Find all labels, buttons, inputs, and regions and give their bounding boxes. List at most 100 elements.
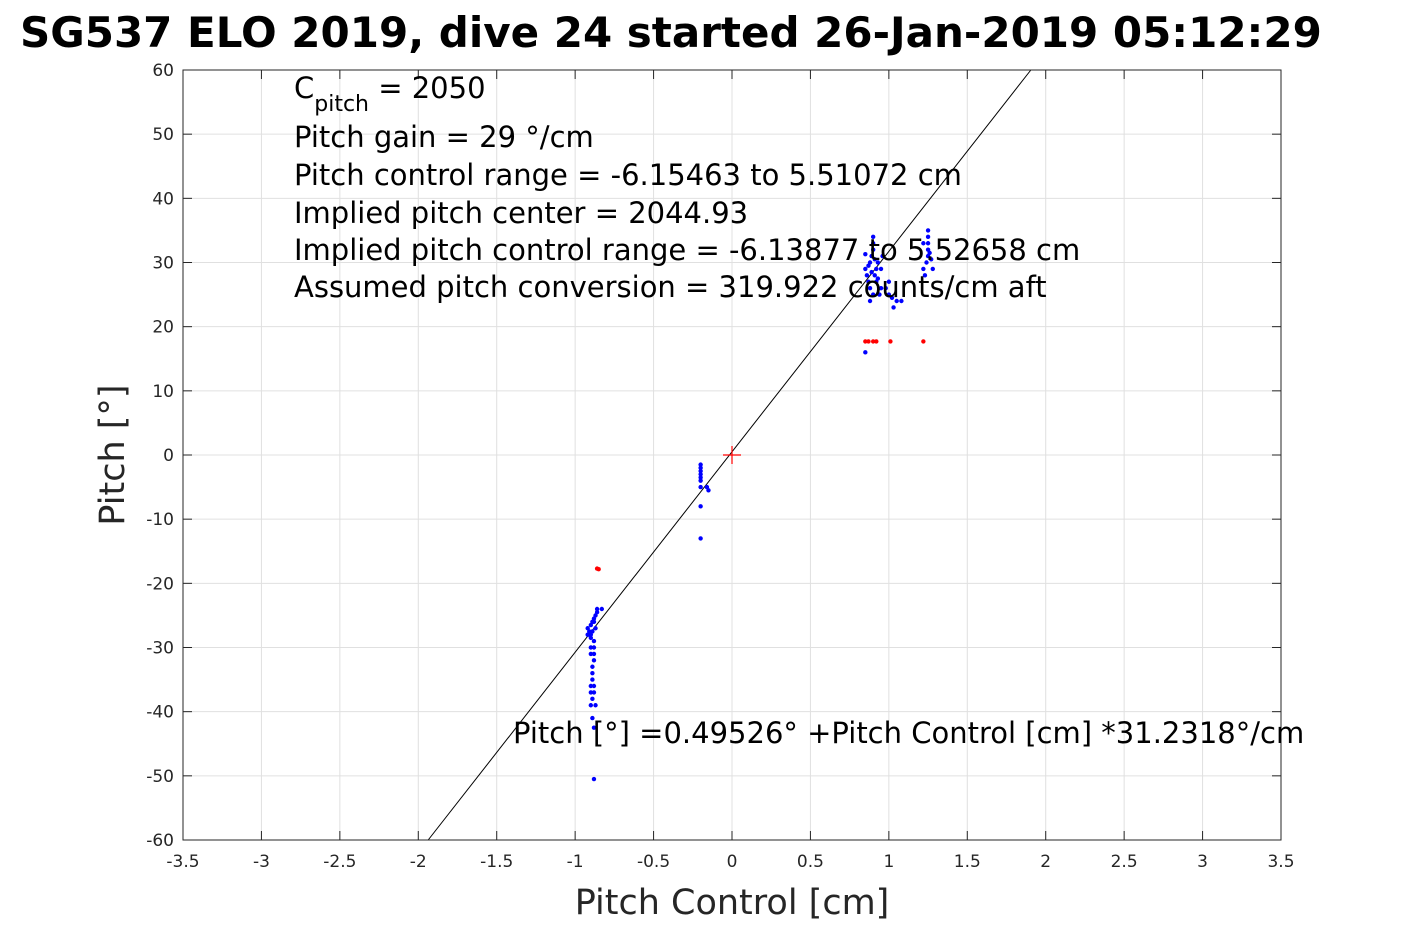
x-tick-label: 1 xyxy=(883,852,894,872)
data-point-blue xyxy=(891,305,896,310)
data-point-blue xyxy=(593,703,598,708)
data-point-blue xyxy=(863,251,868,257)
x-tick-label: -2.5 xyxy=(323,852,356,872)
data-point-blue xyxy=(590,715,595,721)
y-tick-label: 20 xyxy=(152,318,174,338)
data-point-blue xyxy=(870,292,876,297)
data-point-blue xyxy=(870,234,876,240)
x-tick-label: -3.5 xyxy=(166,852,199,872)
data-point-red xyxy=(866,339,871,344)
data-point-blue xyxy=(870,241,876,246)
data-point-blue xyxy=(878,266,884,272)
data-point-blue xyxy=(591,645,597,650)
data-point-blue xyxy=(698,484,703,490)
data-point-blue xyxy=(591,683,597,689)
y-tick-label: -20 xyxy=(146,574,174,594)
x-tick-label: -0.5 xyxy=(637,852,670,872)
data-point-blue xyxy=(588,690,594,695)
data-point-blue xyxy=(591,690,597,695)
y-tick-label: 60 xyxy=(152,61,174,81)
x-tick-label: 3 xyxy=(1197,852,1208,872)
data-point-blue xyxy=(591,638,597,644)
data-point-blue xyxy=(866,279,871,284)
y-tick-label: -30 xyxy=(146,639,174,659)
data-point-blue xyxy=(924,260,929,265)
data-point-blue xyxy=(591,658,597,663)
y-tick-label: 10 xyxy=(152,382,174,402)
data-point-blue xyxy=(927,250,932,256)
data-point-blue xyxy=(599,606,605,612)
data-point-blue xyxy=(878,285,884,291)
data-point-red xyxy=(921,339,926,344)
data-point-blue xyxy=(921,266,926,272)
data-point-red xyxy=(888,339,893,344)
conversion-annotation: Assumed pitch conversion = 319.922 count… xyxy=(294,270,1047,304)
data-point-blue xyxy=(698,536,703,541)
data-point-blue xyxy=(880,253,885,259)
data-point-red xyxy=(863,339,868,344)
data-point-blue xyxy=(594,606,600,612)
data-point-blue xyxy=(922,273,928,278)
x-tick-label: 0.5 xyxy=(797,852,824,872)
data-point-blue xyxy=(698,472,703,477)
data-point-blue xyxy=(704,484,710,490)
cpitch-value: = 2050 xyxy=(369,71,486,105)
data-point-blue xyxy=(698,465,703,471)
data-point-blue xyxy=(698,504,703,509)
x-tick-label: -2 xyxy=(410,852,427,872)
y-tick-label: -60 xyxy=(146,831,174,851)
data-point-blue xyxy=(698,478,703,483)
cpitch-annotation: Cpitch = 2050 xyxy=(294,71,486,117)
y-tick-label: -50 xyxy=(146,767,174,787)
y-tick-label: -40 xyxy=(146,703,174,723)
x-tick-label: -3 xyxy=(253,852,270,872)
data-point-blue xyxy=(591,725,597,730)
x-tick-label: -1.5 xyxy=(480,852,513,872)
reference-marker-group xyxy=(723,446,741,464)
cpitch-subscript: pitch xyxy=(314,92,369,117)
data-points xyxy=(585,228,935,782)
data-point-blue xyxy=(588,651,594,657)
data-point-blue xyxy=(591,651,597,657)
data-point-blue xyxy=(863,350,868,355)
chart-title: SG537 ELO 2019, dive 24 started 26-Jan-2… xyxy=(20,8,1322,57)
data-point-red xyxy=(870,339,876,344)
x-axis-ticks: -3.5 -3 -2.5 -2 -1.5 -1 -0.5 0 0.5 1 1.5 2 2.5 3 3.5 xyxy=(166,70,1295,872)
data-point-blue xyxy=(930,266,935,272)
grid-lines xyxy=(182,69,1282,841)
data-point-red xyxy=(874,339,879,344)
data-point-blue xyxy=(590,670,595,676)
y-tick-label: -10 xyxy=(146,510,174,530)
data-point-blue xyxy=(869,269,874,275)
y-tick-label: 30 xyxy=(152,254,174,274)
data-point-blue xyxy=(883,285,888,291)
y-tick-label: 50 xyxy=(152,125,174,145)
implied-range-annotation: Implied pitch control range = -6.13877 t… xyxy=(294,233,1080,267)
data-point-blue xyxy=(590,696,595,702)
data-point-blue xyxy=(591,619,597,625)
x-tick-label: 3.5 xyxy=(1267,852,1294,872)
fit-equation-annotation: Pitch [°] =0.49526° +Pitch Control [cm] … xyxy=(513,716,1304,750)
implied-center-annotation: Implied pitch center = 2044.93 xyxy=(294,196,748,230)
data-point-blue xyxy=(588,703,594,708)
data-point-blue xyxy=(929,257,934,262)
data-point-blue xyxy=(590,664,595,669)
data-point-blue xyxy=(585,632,590,637)
data-point-blue xyxy=(877,292,882,297)
pitch-gain-annotation: Pitch gain = 29 °/cm xyxy=(294,120,594,154)
data-point-blue xyxy=(870,247,876,252)
data-point-blue xyxy=(874,266,879,272)
data-point-blue xyxy=(925,228,931,233)
data-point-blue xyxy=(590,629,595,634)
x-tick-label: 1.5 xyxy=(954,852,981,872)
y-axis-ticks: -60 -50 -40 -30 -20 -10 0 10 20 30 40 50 60 xyxy=(146,61,1281,851)
data-point-blue xyxy=(886,292,892,297)
data-point-blue xyxy=(867,285,873,291)
data-point-blue xyxy=(698,462,703,467)
cpitch-base: C xyxy=(294,71,314,105)
x-tick-label: 2 xyxy=(1040,852,1051,872)
data-point-blue xyxy=(872,273,877,278)
data-point-blue xyxy=(588,683,594,689)
data-point-blue xyxy=(585,626,590,631)
